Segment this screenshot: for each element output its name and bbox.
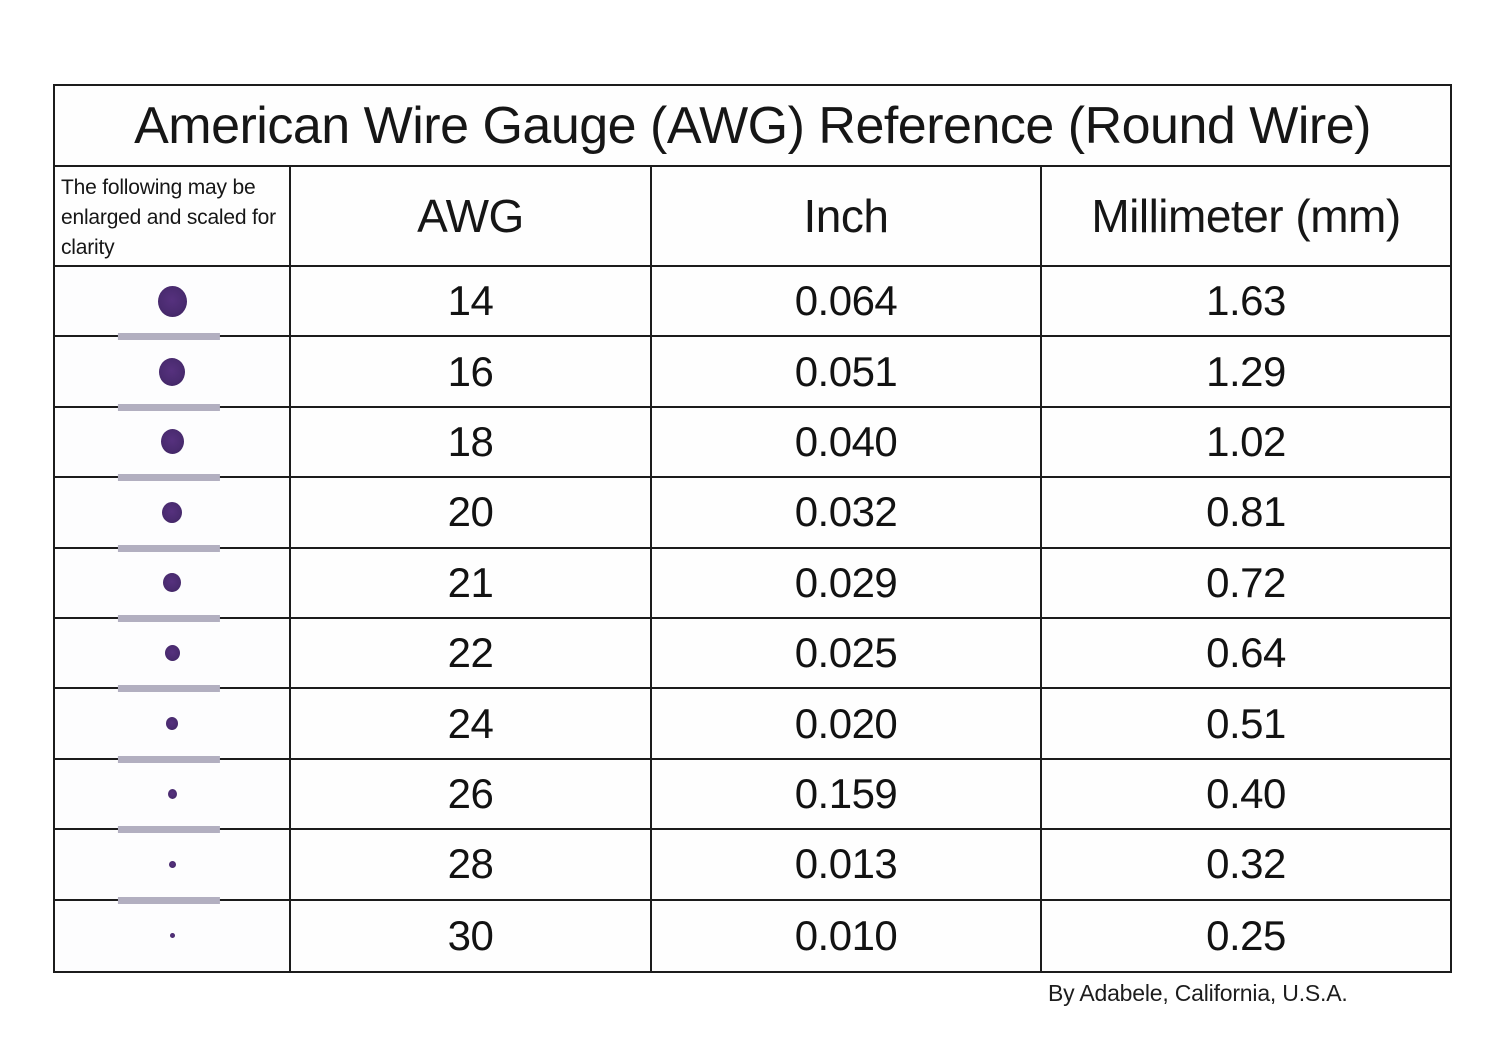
wire-size-dot-cell (55, 619, 291, 693)
mm-value-cell: 0.32 (1042, 830, 1450, 901)
wire-size-dot (167, 788, 177, 799)
awg-value-cell: 21 (291, 548, 652, 619)
wire-size-dot (166, 717, 178, 731)
wire-size-dot (157, 285, 187, 317)
mm-value-cell: 1.02 (1042, 407, 1450, 479)
col-header-awg: AWG (291, 167, 652, 267)
mm-value-cell: 0.64 (1042, 619, 1450, 690)
wire-size-dot-cell (55, 548, 291, 622)
wire-size-dot (163, 573, 181, 593)
inch-value-cell: 0.032 (652, 478, 1042, 549)
mm-value-cell: 0.25 (1042, 900, 1450, 971)
awg-value-cell: 26 (291, 759, 652, 831)
border-highlight-strip (117, 755, 220, 763)
wire-size-dot-cell (55, 337, 291, 411)
wire-size-dot-cell (55, 407, 291, 482)
mm-value-cell: 0.40 (1042, 759, 1450, 831)
border-highlight-strip (117, 826, 220, 834)
border-highlight-strip (117, 896, 220, 904)
col-header-inch: Inch (652, 167, 1042, 267)
border-highlight-strip (117, 403, 220, 411)
inch-value-cell: 0.051 (652, 337, 1042, 408)
wire-size-dot (168, 860, 176, 868)
awg-value-cell: 20 (291, 478, 652, 549)
wire-size-dot-cell (55, 900, 291, 971)
mm-value-cell: 0.51 (1042, 689, 1450, 760)
mm-value-cell: 0.81 (1042, 478, 1450, 549)
wire-size-dot (162, 501, 182, 523)
border-highlight-strip (117, 474, 220, 482)
wire-size-dot (160, 429, 184, 455)
border-highlight-strip (117, 685, 220, 693)
scale-note: The following may be enlarged and scaled… (55, 167, 291, 267)
wire-size-dot-cell (55, 830, 291, 904)
attribution: By Adabele, California, U.S.A. (1048, 980, 1348, 1006)
wire-size-dot-cell (55, 478, 291, 552)
mm-value-cell: 0.72 (1042, 548, 1450, 619)
awg-value-cell: 28 (291, 830, 652, 901)
border-highlight-strip (117, 544, 220, 552)
awg-value-cell: 16 (291, 337, 652, 408)
inch-value-cell: 0.020 (652, 689, 1042, 760)
inch-value-cell: 0.159 (652, 759, 1042, 831)
wire-size-dot-cell (55, 759, 291, 834)
awg-value-cell: 24 (291, 689, 652, 760)
inch-value-cell: 0.064 (652, 267, 1042, 338)
inch-value-cell: 0.040 (652, 407, 1042, 479)
wire-size-dot (164, 645, 180, 662)
wire-size-dot-cell (55, 689, 291, 763)
awg-value-cell: 30 (291, 900, 652, 971)
inch-value-cell: 0.010 (652, 900, 1042, 971)
awg-value-cell: 14 (291, 267, 652, 338)
border-highlight-strip (117, 333, 220, 341)
wire-size-dot (169, 933, 175, 939)
mm-value-cell: 1.29 (1042, 337, 1450, 408)
col-header-mm: Millimeter (mm) (1042, 167, 1450, 267)
awg-value-cell: 18 (291, 407, 652, 479)
inch-value-cell: 0.013 (652, 830, 1042, 901)
table-title: American Wire Gauge (AWG) Reference (Rou… (55, 86, 1450, 167)
awg-table: American Wire Gauge (AWG) Reference (Rou… (53, 84, 1452, 973)
inch-value-cell: 0.029 (652, 548, 1042, 619)
awg-value-cell: 22 (291, 619, 652, 690)
mm-value-cell: 1.63 (1042, 267, 1450, 338)
wire-size-dot (159, 357, 185, 386)
inch-value-cell: 0.025 (652, 619, 1042, 690)
border-highlight-strip (117, 615, 220, 622)
wire-size-dot-cell (55, 267, 291, 341)
